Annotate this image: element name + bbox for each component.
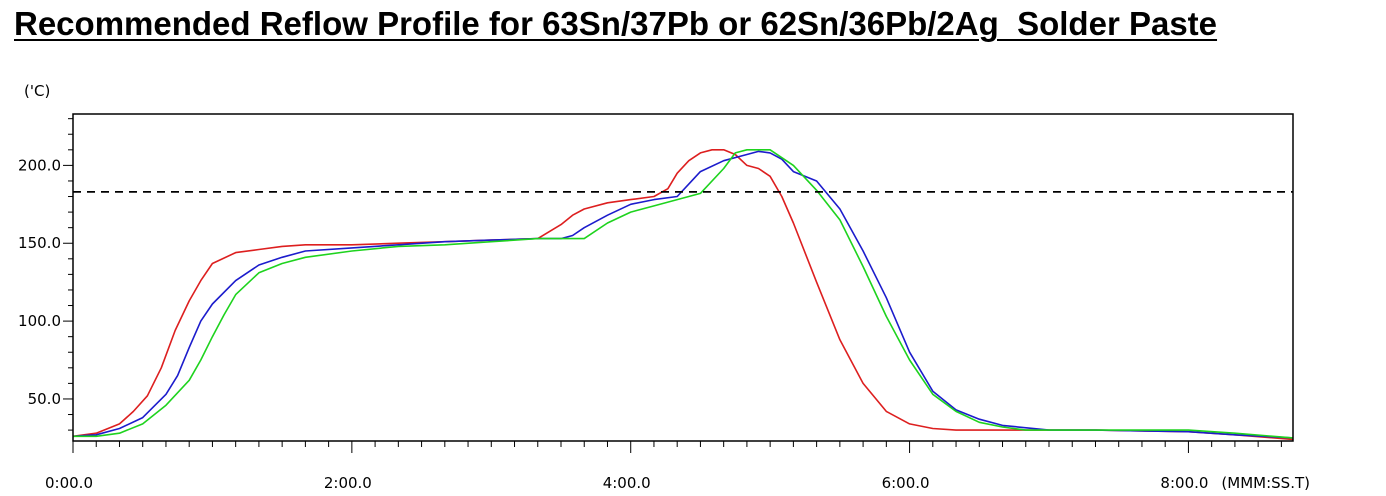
x-tick-label: 8:00.0 <box>1160 474 1208 492</box>
y-tick-label: 150.0 <box>18 234 61 252</box>
series-lines <box>72 149 1294 441</box>
axis-ticks <box>63 118 1282 453</box>
series-line-2 <box>72 150 1294 439</box>
y-tick-label: 50.0 <box>28 390 61 408</box>
x-tick-label: 0:00.0 <box>45 474 93 492</box>
x-tick-label: 4:00.0 <box>603 474 651 492</box>
x-axis-unit-label: (MMM:SS.T) <box>1221 474 1310 492</box>
x-tick-label: 2:00.0 <box>324 474 372 492</box>
plot-frame <box>72 113 1294 442</box>
y-tick-label: 200.0 <box>18 156 61 174</box>
x-tick-label: 6:00.0 <box>882 474 930 492</box>
y-tick-label: 100.0 <box>18 312 61 330</box>
chart-title: Recommended Reflow Profile for 63Sn/37Pb… <box>14 5 1218 42</box>
axis-labels: 0:00.0 2:00.0 4:00.0 6:00.0 8:00.0 (MMM:SS.T)… <box>18 82 1310 492</box>
series-line-1 <box>72 149 1294 441</box>
y-axis-unit-label: ('C) <box>24 82 50 100</box>
series-line-3 <box>73 149 1294 439</box>
